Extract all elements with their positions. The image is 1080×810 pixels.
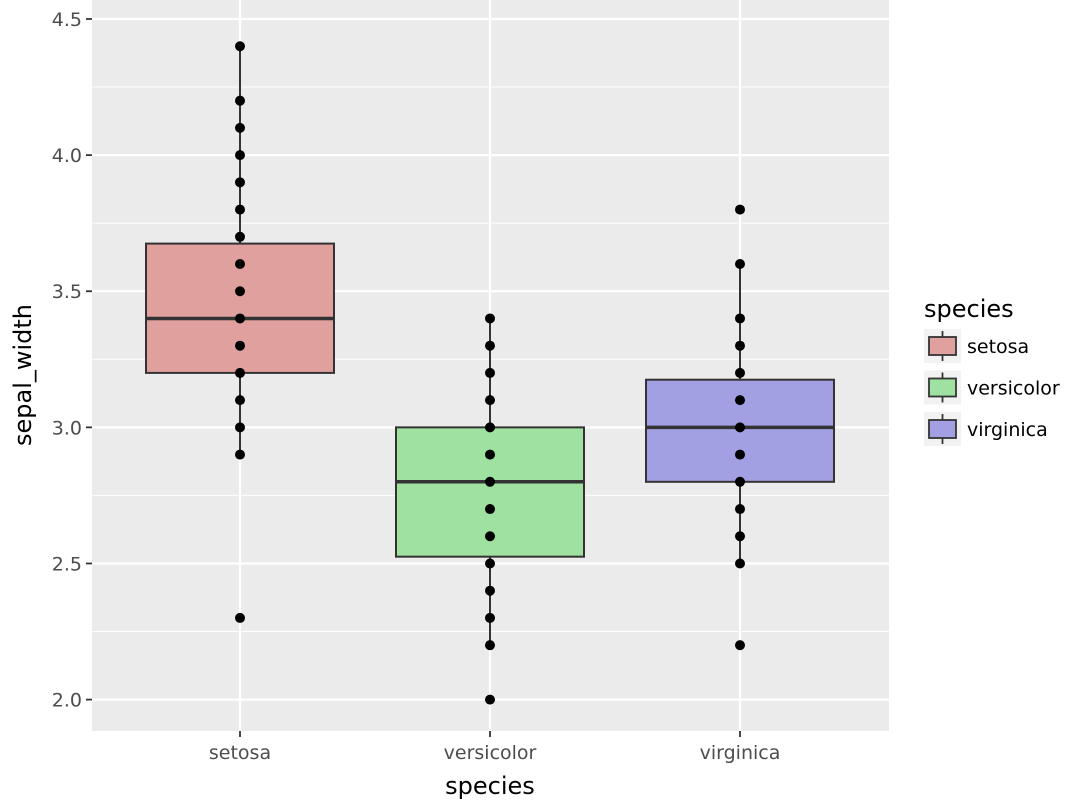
data-point: [235, 177, 245, 188]
data-point: [485, 640, 495, 651]
data-point: [735, 476, 745, 487]
data-point: [485, 367, 495, 378]
data-point: [235, 150, 245, 161]
axis-layer: 2.0 2.5 3.0 3.5 4.0 4.5 setosa versicolor virgin…: [52, 9, 781, 764]
data-point: [735, 395, 745, 406]
y-tick-label: 4.5: [52, 9, 82, 31]
x-tick-label: virginica: [700, 742, 781, 764]
data-point: [235, 95, 245, 106]
legend-title: species: [924, 295, 1014, 323]
data-point: [235, 41, 245, 52]
y-tick-label: 3.5: [52, 281, 82, 303]
data-point: [485, 531, 495, 542]
data-point: [735, 640, 745, 651]
data-point: [485, 395, 495, 406]
data-point: [235, 449, 245, 460]
data-point: [235, 231, 245, 242]
data-point: [735, 504, 745, 515]
legend-item-setosa: setosa: [924, 329, 1029, 363]
data-point: [485, 449, 495, 460]
point-layer: [235, 41, 745, 705]
legend-item-versicolor: versicolor: [924, 370, 1060, 405]
data-point: [735, 531, 745, 542]
data-point: [735, 259, 745, 270]
legend-label: virginica: [967, 419, 1048, 441]
data-point: [235, 612, 245, 623]
x-axis-title: species: [445, 772, 535, 800]
data-point: [485, 422, 495, 433]
data-point: [735, 558, 745, 569]
y-tick-label: 3.0: [52, 417, 82, 439]
legend-label: setosa: [967, 336, 1029, 358]
legend-item-virginica: virginica: [924, 412, 1048, 446]
data-point: [235, 122, 245, 133]
data-point: [485, 313, 495, 324]
y-axis-title: sepal_width: [9, 304, 37, 446]
data-point: [485, 340, 495, 351]
y-tick-label: 2.0: [52, 690, 82, 712]
data-point: [235, 313, 245, 324]
data-point: [485, 694, 495, 705]
data-point: [735, 449, 745, 460]
data-point: [485, 585, 495, 596]
y-tick-label: 2.5: [52, 553, 82, 575]
y-tick-label: 4.0: [52, 145, 82, 167]
data-point: [235, 340, 245, 351]
data-point: [735, 422, 745, 433]
data-point: [235, 395, 245, 406]
data-point: [735, 313, 745, 324]
data-point: [235, 204, 245, 215]
legend-key-box: [928, 336, 957, 356]
data-point: [235, 422, 245, 433]
data-point: [735, 367, 745, 378]
x-tick-label: setosa: [209, 742, 271, 764]
data-point: [485, 476, 495, 487]
data-point: [485, 558, 495, 569]
legend: species setosa versicolor virginica: [924, 295, 1060, 446]
legend-label: versicolor: [967, 378, 1060, 400]
data-point: [485, 612, 495, 623]
data-point: [735, 204, 745, 215]
x-tick-label: versicolor: [444, 742, 537, 764]
data-point: [235, 259, 245, 270]
data-point: [235, 286, 245, 297]
data-point: [235, 367, 245, 378]
legend-key-box: [928, 377, 957, 398]
data-point: [735, 340, 745, 351]
data-point: [485, 504, 495, 515]
legend-keys: setosa versicolor virginica: [924, 329, 1060, 446]
legend-key-box: [928, 419, 957, 439]
